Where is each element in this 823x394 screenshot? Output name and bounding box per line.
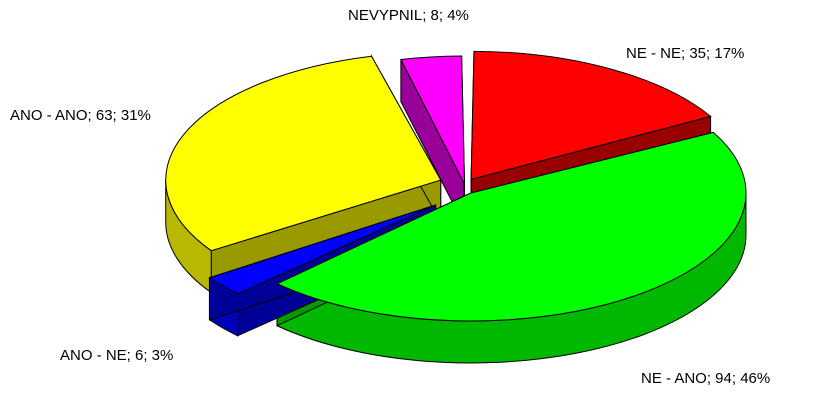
label-nevypnil: NEVYPNIL; 8; 4%: [348, 7, 469, 24]
slice-ne-ne: [470, 50, 712, 180]
label-ne-ne: NE - NE; 35; 17%: [626, 45, 744, 62]
label-ano-ano: ANO - ANO; 63; 31%: [10, 107, 151, 124]
slice-nevypnil: [400, 55, 466, 185]
slice-ano-ano: [165, 55, 442, 252]
slice-ano-ne: [208, 204, 436, 295]
label-ne-ano: NE - ANO; 94; 46%: [641, 370, 770, 387]
pie-tops: [165, 50, 747, 322]
label-ano-ne: ANO - NE; 6; 3%: [60, 347, 173, 364]
pie-labels: NE - NE; 35; 17% NE - ANO; 94; 46% ANO -…: [10, 7, 770, 387]
slice-ne-ano: [275, 131, 747, 322]
